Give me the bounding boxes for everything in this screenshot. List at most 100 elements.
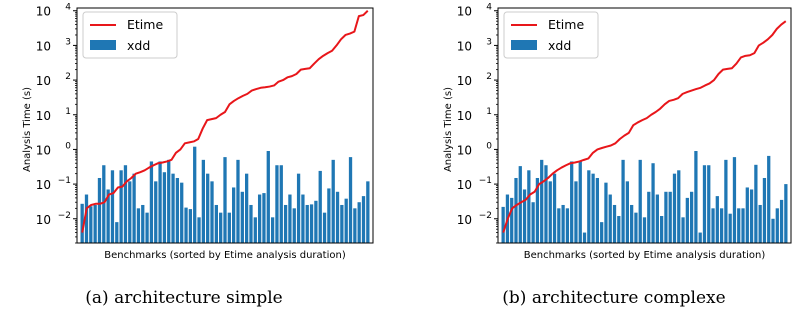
bar: [737, 208, 741, 243]
bar: [262, 193, 266, 243]
bar: [749, 189, 754, 243]
bar: [154, 181, 158, 243]
bar: [322, 212, 327, 243]
bar: [600, 222, 604, 243]
bar: [685, 197, 689, 243]
bar: [565, 208, 570, 243]
bar: [227, 212, 231, 243]
y-tick-label: 10: [457, 213, 472, 227]
y-tick-label: 10: [457, 39, 472, 53]
y-tick-label: 10: [36, 109, 51, 123]
legend-label-xdd: xdd: [548, 38, 571, 53]
bar: [236, 159, 240, 243]
bar: [758, 204, 762, 243]
bar: [698, 232, 702, 243]
bar: [245, 173, 249, 243]
bar: [84, 194, 89, 243]
bar: [366, 181, 370, 243]
y-axis-label: Analysis Time (s): [443, 87, 454, 172]
etime-line: [502, 20, 787, 233]
bar: [171, 173, 175, 243]
bar: [188, 209, 193, 243]
bar: [775, 208, 779, 243]
bar: [257, 194, 262, 243]
y-axis-label: Analysis Time (s): [22, 87, 33, 172]
bar: [604, 182, 608, 243]
bar: [741, 208, 745, 243]
bar: [608, 194, 612, 243]
bar: [784, 184, 788, 243]
y-tick-exponent: 0: [65, 141, 71, 151]
bar: [275, 165, 279, 243]
bar: [357, 202, 361, 243]
bar: [292, 208, 296, 243]
bar: [344, 198, 348, 243]
bar: [762, 177, 767, 243]
bar: [301, 194, 305, 243]
legend-bar-swatch: [90, 40, 116, 50]
y-tick-label: 10: [457, 143, 472, 157]
bar: [180, 182, 184, 243]
bar: [754, 164, 758, 243]
bar: [642, 217, 647, 243]
bar: [201, 159, 205, 243]
y-tick-label: 10: [457, 109, 472, 123]
bar: [527, 170, 531, 243]
bar: [214, 204, 218, 243]
y-tick-exponent: 0: [486, 141, 492, 151]
bar: [270, 217, 275, 243]
bar: [223, 157, 227, 243]
bar: [193, 146, 197, 243]
bar: [689, 191, 694, 243]
bar: [253, 217, 257, 243]
y-tick-label: 10: [36, 143, 51, 157]
bar: [283, 204, 288, 243]
bar: [296, 173, 301, 243]
bar: [647, 191, 651, 243]
bar: [132, 173, 136, 243]
bar: [574, 181, 578, 243]
bar: [232, 187, 236, 243]
bar: [102, 165, 106, 243]
bar: [266, 151, 270, 243]
y-tick-exponent: 1: [486, 107, 492, 117]
bar: [694, 151, 698, 243]
chart-a: 10 −2 10 −1 10 0 10 1 10 2 10 3 10 4 Benchmarks (sorte…: [22, 3, 374, 261]
bar: [162, 172, 167, 243]
bar: [578, 161, 582, 243]
y-tick-exponent: −1: [58, 176, 71, 186]
bar: [724, 159, 728, 243]
bar: [335, 191, 340, 243]
caption-a: (a) architecture simple: [85, 288, 283, 308]
y-tick-label: 10: [457, 178, 472, 192]
bar: [249, 204, 253, 243]
bar: [617, 216, 621, 243]
legend-label-etime: Etime: [127, 17, 163, 32]
bar: [732, 157, 737, 243]
bar: [305, 204, 309, 243]
bar: [210, 181, 214, 243]
bar: [279, 165, 283, 243]
bar: [582, 232, 587, 243]
y-tick-exponent: 1: [65, 107, 71, 117]
bar: [651, 163, 655, 243]
y-tick-exponent: −2: [479, 211, 492, 221]
bar: [668, 191, 672, 243]
chart-b: 10 −2 10 −1 10 0 10 1 10 2 10 3 10 4 Benchmarks (sorte…: [443, 3, 792, 261]
bar: [361, 196, 366, 243]
bar: [219, 212, 223, 243]
bar: [621, 159, 625, 243]
bar: [123, 165, 128, 243]
bar: [353, 208, 357, 243]
bar: [561, 204, 565, 243]
legend-bar-swatch: [511, 40, 537, 50]
bar: [672, 173, 677, 243]
bar: [771, 218, 775, 243]
y-tick-label: 10: [36, 178, 51, 192]
bar: [128, 181, 132, 243]
bar: [557, 208, 561, 243]
bar: [514, 177, 518, 243]
x-axis-label: Benchmarks (sorted by Etime analysis dur…: [104, 250, 346, 261]
bar: [711, 208, 715, 243]
